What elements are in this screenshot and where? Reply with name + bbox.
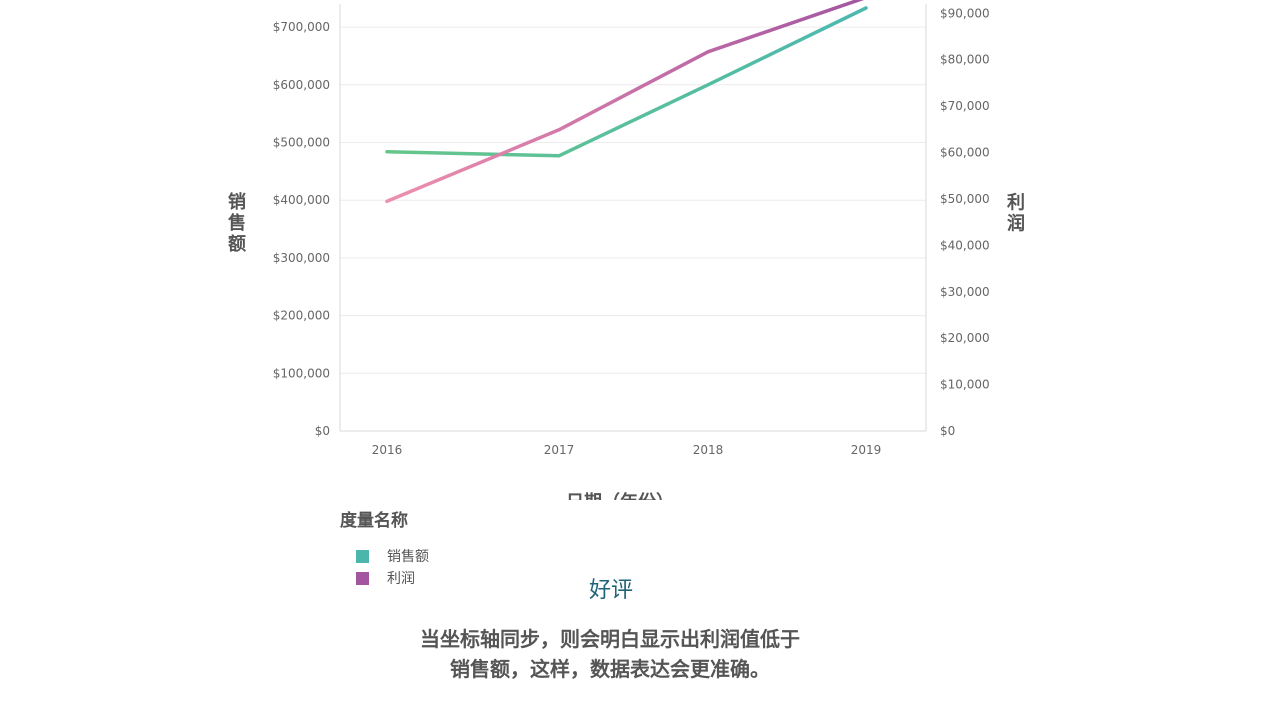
x-tick-label: 2016 bbox=[372, 443, 403, 457]
legend-label-profit: 利润 bbox=[387, 571, 415, 587]
legend: 度量名称 销售额 利润 bbox=[340, 506, 429, 589]
right-tick-label: $0 bbox=[940, 424, 955, 438]
legend-swatch-sales bbox=[356, 549, 369, 563]
legend-title: 度量名称 bbox=[340, 511, 408, 531]
legend-label-sales: 销售额 bbox=[387, 549, 429, 565]
series-line-profit[interactable] bbox=[385, 0, 866, 204]
right-tick-label: $40,000 bbox=[940, 238, 990, 252]
left-tick-label: $400,000 bbox=[273, 193, 330, 207]
chart: $0 $100,000 $200,000 $300,000 $400,000 $500,0… bbox=[228, 0, 1025, 500]
right-tick-label: $60,000 bbox=[940, 146, 990, 160]
left-axis-title: 销售额 bbox=[228, 191, 246, 255]
legend-swatch-profit bbox=[356, 571, 369, 585]
left-tick-label: $500,000 bbox=[273, 135, 330, 149]
caption-line-1: 当坐标轴同步，则会明白显示出利润值低于 bbox=[420, 627, 800, 651]
left-tick-label: $600,000 bbox=[273, 78, 330, 92]
left-tick-label: $0 bbox=[315, 424, 330, 438]
right-tick-label: $90,000 bbox=[940, 6, 990, 20]
right-tick-label: $30,000 bbox=[940, 285, 990, 299]
legend-item-profit[interactable]: 利润 bbox=[340, 567, 429, 589]
right-axis-title: 利润 bbox=[1007, 192, 1025, 235]
x-tick-label: 2017 bbox=[544, 443, 575, 457]
right-tick-label: $10,000 bbox=[940, 378, 990, 392]
legend-item-sales[interactable]: 销售额 bbox=[340, 545, 429, 567]
axes bbox=[339, 4, 927, 432]
right-tick-label: $80,000 bbox=[940, 53, 990, 67]
x-axis-ticks: 2016 2017 2018 2019 bbox=[372, 443, 882, 457]
left-tick-label: $300,000 bbox=[273, 251, 330, 265]
right-tick-label: $70,000 bbox=[940, 99, 990, 113]
x-axis-title: 日期（年份） bbox=[566, 491, 674, 500]
right-tick-label: $50,000 bbox=[940, 192, 990, 206]
x-tick-label: 2018 bbox=[693, 443, 724, 457]
right-axis-ticks: $0 $10,000 $20,000 $30,000 $40,000 $50,000 $60… bbox=[940, 6, 990, 438]
left-axis-ticks: $0 $100,000 $200,000 $300,000 $400,000 $500,0… bbox=[273, 20, 330, 438]
series-line-sales[interactable] bbox=[385, 6, 868, 158]
left-tick-label: $100,000 bbox=[273, 366, 330, 380]
left-tick-label: $200,000 bbox=[273, 309, 330, 323]
right-tick-label: $20,000 bbox=[940, 331, 990, 345]
caption-title: 好评 bbox=[588, 578, 633, 603]
caption-body: 当坐标轴同步，则会明白显示出利润值低于 销售额，这样，数据表达会更准确。 bbox=[360, 624, 860, 684]
series-lines bbox=[385, 0, 868, 204]
x-tick-label: 2019 bbox=[851, 443, 882, 457]
left-tick-label: $700,000 bbox=[273, 20, 330, 34]
grid-lines bbox=[340, 26, 926, 374]
caption-line-2: 销售额，这样，数据表达会更准确。 bbox=[450, 657, 770, 681]
